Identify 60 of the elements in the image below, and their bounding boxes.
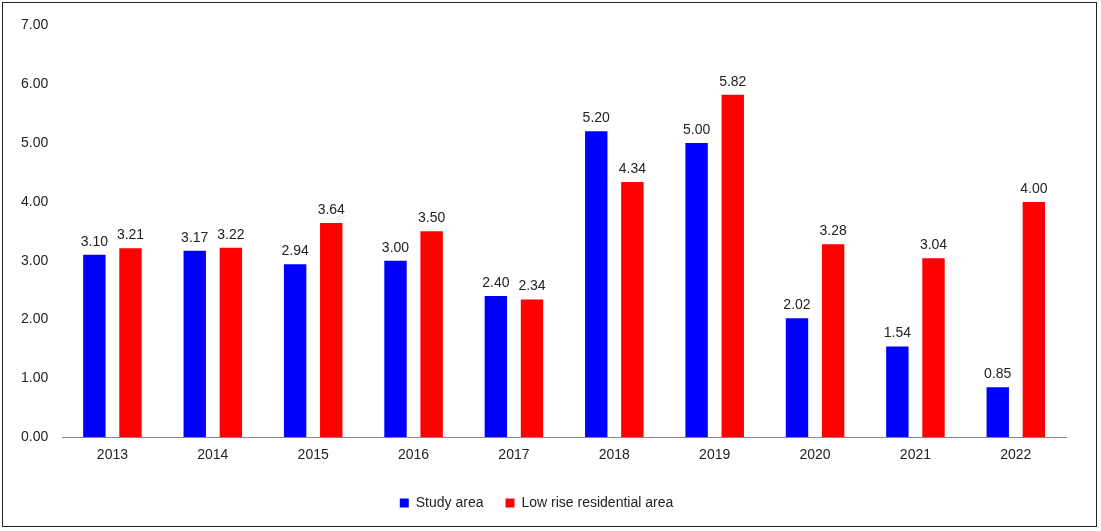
x-tick-label: 2021 — [899, 446, 932, 463]
bar — [420, 231, 443, 438]
bar — [821, 244, 845, 438]
data-label: 5.82 — [719, 72, 747, 89]
bar — [283, 264, 307, 438]
bar — [685, 143, 708, 438]
data-label: 2.02 — [783, 296, 811, 313]
data-label: 2.94 — [281, 242, 309, 259]
bar — [886, 346, 909, 438]
data-label: 3.50 — [418, 209, 446, 226]
x-tick-label: 2017 — [498, 446, 530, 463]
data-label: 3.28 — [819, 222, 847, 239]
x-tick-label: 2014 — [197, 446, 229, 463]
data-label: 1.54 — [883, 324, 912, 341]
bar — [1022, 201, 1046, 438]
data-label: 4.34 — [618, 159, 647, 176]
x-tick-label: 2020 — [799, 446, 831, 463]
y-tick-label: 5.00 — [21, 133, 49, 150]
data-label: 3.22 — [217, 225, 245, 242]
y-tick-label: 6.00 — [21, 75, 49, 92]
data-label: 3.17 — [181, 228, 209, 245]
bar — [585, 131, 608, 438]
data-label: 3.00 — [381, 238, 410, 255]
bar — [119, 248, 142, 438]
data-label: 5.00 — [682, 120, 711, 137]
y-tick-label: 3.00 — [21, 251, 49, 268]
y-tick-label: 1.00 — [21, 369, 49, 386]
data-label: 5.20 — [582, 109, 611, 126]
legend-label: Study area — [415, 493, 484, 510]
data-label: 2.40 — [482, 273, 510, 290]
bar — [83, 254, 106, 438]
bar — [320, 223, 343, 438]
x-tick-label: 2015 — [297, 446, 329, 463]
y-tick-label: 0.00 — [21, 428, 49, 445]
x-tick-label: 2019 — [699, 446, 731, 463]
data-label: 0.85 — [984, 365, 1012, 382]
x-tick-label: 2022 — [1000, 446, 1032, 463]
x-tick-label: 2018 — [598, 446, 631, 463]
y-tick-label: 7.00 — [21, 16, 49, 33]
y-tick-label: 4.00 — [21, 192, 49, 209]
bar — [520, 299, 544, 438]
bar — [183, 250, 206, 438]
data-label: 3.04 — [919, 236, 948, 253]
bar — [785, 318, 809, 438]
x-tick-label: 2013 — [96, 446, 129, 463]
legend-label: Low rise residential area — [521, 493, 674, 510]
y-tick-label: 2.00 — [21, 310, 49, 327]
data-label: 3.64 — [317, 200, 346, 217]
data-label: 2.34 — [518, 277, 546, 294]
bar — [484, 296, 508, 438]
bar — [721, 94, 744, 438]
data-label: 3.21 — [116, 226, 145, 243]
data-label: 4.00 — [1020, 179, 1048, 196]
x-tick-label: 2016 — [397, 446, 430, 463]
bar — [219, 247, 243, 438]
bar — [384, 260, 407, 438]
data-label: 3.10 — [80, 232, 109, 249]
bar — [986, 387, 1009, 438]
bar — [621, 181, 644, 438]
bar — [922, 258, 945, 438]
